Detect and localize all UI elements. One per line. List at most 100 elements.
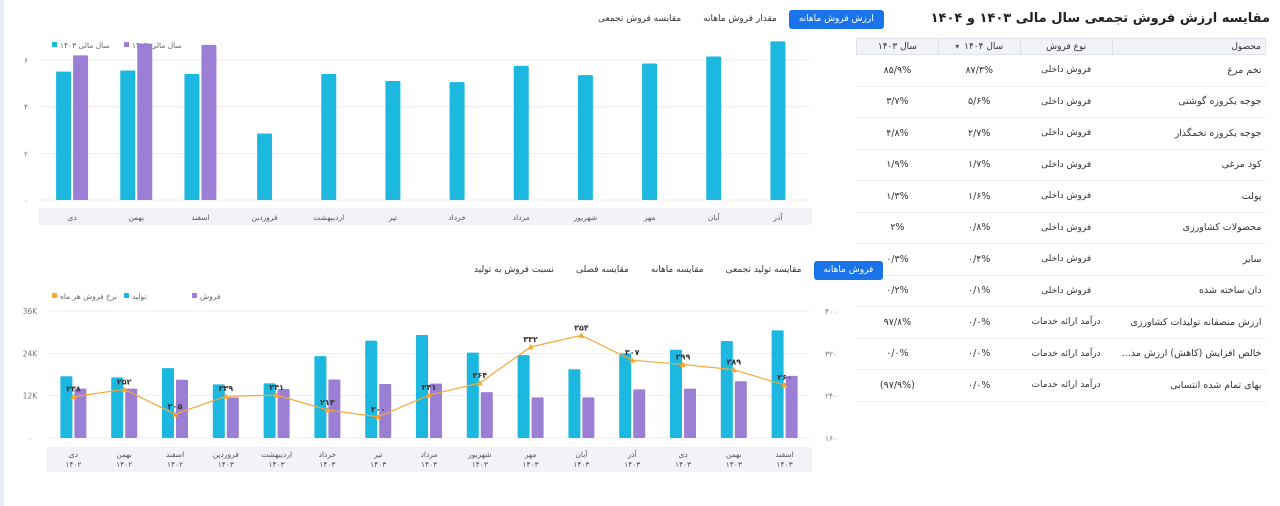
x-tick-label: شهریور [573, 213, 597, 222]
x-tick-month: خرداد [319, 450, 337, 459]
header-1403[interactable]: سال ۱۴۰۳ [856, 38, 939, 55]
bar-production [162, 368, 174, 438]
table-row[interactable]: سایر فروش داخلی ۰/۴% ۰/۳% [856, 243, 1266, 276]
x-axis-band [38, 208, 812, 225]
table-row[interactable]: بهای تمام شده انتسابی درآمد ارائه خدمات ۰/… [856, 369, 1266, 402]
table-row[interactable]: محصولات کشاورزی فروش داخلی ۰/۸% ۲% [856, 212, 1266, 244]
rate-data-label: ۲۴۱ [269, 383, 284, 392]
rate-data-label: ۲۵۲ [117, 377, 132, 386]
bar-production [416, 334, 428, 438]
top-tab-1[interactable]: مقدار فروش ماهانه [703, 14, 777, 24]
y-left-tick-label: 12K [23, 392, 39, 401]
cell-1403: ۸۵/۹% [856, 54, 939, 87]
bar-1403 [642, 63, 658, 200]
x-tick-year: ۱۴۰۲ [65, 460, 81, 469]
x-tick-year: ۱۴۰۳ [319, 460, 335, 469]
bottom-tab-2[interactable]: مقایسه ماهانه [650, 265, 704, 275]
cell-1403: (۹۷/۹%) [856, 369, 939, 402]
top-tab-0[interactable]: ارزش فروش ماهانه [788, 10, 884, 29]
table-row[interactable]: ارزش منصفانه تولیدات کشاورزی درآمد ارائه … [856, 306, 1266, 339]
rate-data-label: ۲۶۴ [472, 371, 487, 380]
sort-chevron-down-icon[interactable]: ▾ [955, 41, 960, 51]
x-tick-month: شهریور [467, 450, 491, 459]
rate-data-label: ۲۸۹ [726, 358, 741, 367]
table-row[interactable]: کود مرغی فروش داخلی ۱/۷% ۱/۹% [856, 149, 1266, 181]
bar-1403 [257, 133, 273, 200]
x-tick-label: مهر [643, 213, 656, 222]
rate-data-label: ۲۳۸ [66, 385, 81, 394]
table-row[interactable]: تخم مرغ فروش داخلی ۸۷/۳% ۸۵/۹% [856, 54, 1266, 87]
cell-1404: ۰/۰% [938, 369, 1021, 402]
header-product[interactable]: محصول [1111, 38, 1267, 55]
bar-1403 [56, 71, 72, 200]
bar-production [568, 369, 581, 438]
cell-1404: ۵/۶% [938, 86, 1021, 118]
cell-product: دان ساخته شده [1112, 275, 1266, 307]
legend-swatch [192, 293, 197, 298]
y-right-tick-label: ۴۰۰ [825, 307, 837, 316]
bar-1403 [513, 65, 529, 200]
bottom-tab-0[interactable]: فروش ماهانه [813, 261, 884, 280]
bar-production [466, 352, 479, 438]
x-axis-band [46, 447, 812, 472]
y-right-tick-label: ۲۴۰ [825, 392, 837, 401]
legend-label: فروش [200, 292, 221, 301]
top-tab-2[interactable]: مقایسه فروش تجمعی [598, 14, 682, 24]
bar-production [771, 330, 784, 438]
rate-point [578, 332, 585, 338]
cell-1403: ۰/۰% [856, 338, 939, 370]
cell-product: خالص افزایش (کاهش) ارزش مذ... [1112, 338, 1266, 370]
cell-1404: ۰/۸% [938, 212, 1021, 244]
bar-sales [633, 389, 646, 438]
rate-point [730, 366, 737, 373]
bar-production [517, 355, 530, 438]
table-row[interactable]: جوجه یکروزه گوشتی فروش داخلی ۵/۶% ۳/۷% [856, 86, 1266, 118]
bar-1404 [137, 43, 153, 200]
table-row[interactable]: دان ساخته شده فروش داخلی ۰/۱% ۰/۲% [856, 275, 1266, 307]
x-tick-label: تیر [388, 213, 398, 222]
y-left-tick-label: ۰ [28, 434, 32, 443]
legend-label: سال مالی ۱۴۰۴ [132, 41, 182, 50]
x-tick-year: ۱۴۰۲ [116, 460, 132, 469]
bar-sales [684, 388, 696, 438]
cell-sale-type: فروش داخلی [1020, 243, 1113, 276]
x-tick-label: اردیبهشت [313, 213, 344, 222]
y-right-tick-label: ۱۶۰ [825, 434, 837, 443]
table-row[interactable]: خالص افزایش (کاهش) ارزش مذ... درآمد ارائه… [856, 338, 1266, 370]
cell-product: جوجه یکروزه گوشتی [1112, 86, 1266, 118]
bar-sales [531, 397, 544, 438]
bottom-tab-3[interactable]: مقایسه فصلی [575, 265, 629, 275]
x-tick-month: تیر [373, 450, 383, 459]
cell-product: جوجه یکروزه تخمگذار [1112, 117, 1266, 150]
cell-1403: ۲% [856, 212, 939, 244]
bar-production [263, 383, 276, 438]
x-tick-label: آبان [708, 212, 721, 222]
bottom-tab-4[interactable]: نسبت فروش به تولید [474, 265, 554, 275]
cell-sale-type: درآمد ارائه خدمات [1020, 338, 1113, 370]
x-tick-year: ۱۴۰۳ [472, 460, 488, 469]
table-row[interactable]: پولت فروش داخلی ۱/۶% ۱/۳% [856, 180, 1266, 213]
x-tick-label: خرداد [448, 213, 466, 222]
bar-production [619, 353, 632, 438]
header-sale-type[interactable]: نوع فروش [1019, 38, 1113, 55]
cell-sale-type: فروش داخلی [1020, 180, 1113, 213]
cell-1404: ۲/۷% [938, 117, 1021, 150]
cell-product: محصولات کشاورزی [1112, 212, 1266, 244]
bottom-tab-1[interactable]: مقایسه تولید تجمعی [725, 265, 802, 275]
rate-point [629, 357, 636, 363]
header-1404[interactable]: سال ۱۴۰۴ ▾ [937, 38, 1021, 55]
rate-point [273, 392, 280, 398]
bar-1403 [706, 56, 722, 200]
table-row[interactable]: جوجه یکروزه تخمگذار فروش داخلی ۲/۷% ۴/۸% [856, 117, 1266, 150]
bar-sales [582, 397, 595, 438]
bar-production [670, 349, 682, 438]
x-tick-month: فروردین [213, 450, 240, 459]
x-tick-month: آذر [627, 449, 638, 459]
cell-product: ارزش منصفانه تولیدات کشاورزی [1112, 306, 1266, 339]
bar-sales [734, 381, 747, 438]
bar-sales [277, 388, 290, 438]
x-tick-month: دی [69, 450, 78, 459]
bar-1403 [577, 75, 593, 200]
left-edge-bar [0, 0, 4, 506]
bar-sales [430, 383, 442, 438]
